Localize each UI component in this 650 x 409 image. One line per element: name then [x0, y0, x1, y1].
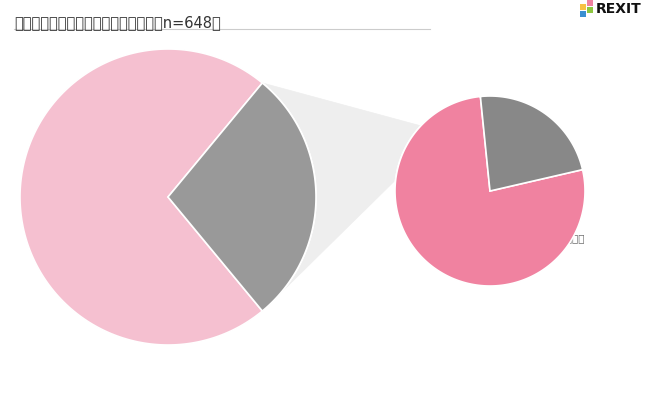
Polygon shape [395, 97, 585, 286]
Polygon shape [263, 84, 582, 311]
Text: 77%: 77% [452, 147, 477, 157]
Polygon shape [395, 97, 585, 286]
Text: 結婚式の満足感に関して（単一回答　n=648）: 結婚式の満足感に関して（単一回答 n=648） [14, 15, 221, 30]
Polygon shape [168, 84, 316, 311]
Text: 結婚式をやって良かった: 結婚式をやって良かった [420, 133, 493, 143]
Text: 結婚式をやらない方が良かった: 結婚式をやらない方が良かった [497, 232, 584, 243]
Polygon shape [20, 50, 263, 345]
Text: REXIT: REXIT [596, 2, 642, 16]
Bar [587, 8, 593, 14]
Text: 結婚式をやりたくないと: 結婚式をやりたくないと [224, 178, 300, 191]
Polygon shape [168, 84, 316, 311]
Bar [587, 1, 593, 7]
Text: 思っていた: 思っていた [244, 191, 280, 204]
Bar [580, 5, 586, 11]
Bar [580, 12, 586, 18]
Polygon shape [480, 97, 582, 191]
Text: 23%: 23% [520, 246, 543, 256]
Polygon shape [20, 50, 263, 345]
Text: 72%: 72% [68, 148, 94, 161]
Text: 結婚式をやりたいと思っていた: 結婚式をやりたいと思っていた [38, 133, 136, 146]
Text: 28%: 28% [249, 205, 275, 218]
Polygon shape [480, 97, 582, 191]
